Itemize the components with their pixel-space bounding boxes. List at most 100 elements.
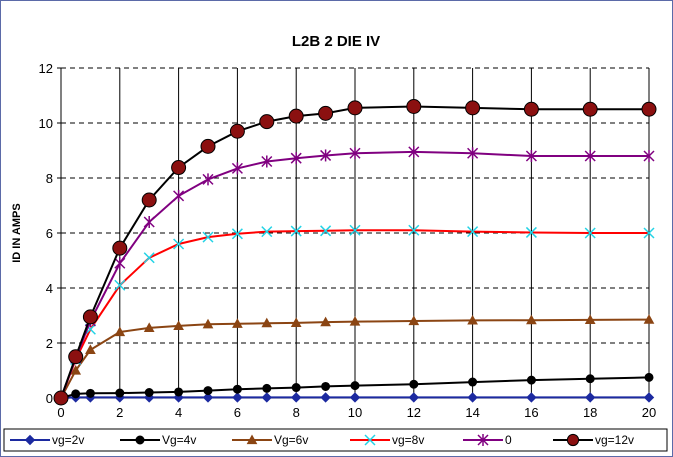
data-point: [173, 320, 184, 331]
legend-label: Vg=6v: [274, 433, 308, 447]
series-5: [55, 145, 655, 404]
data-point: [143, 252, 155, 264]
data-point: [114, 279, 126, 291]
y-tick-label: 10: [39, 116, 53, 131]
x-tick-label: 20: [642, 405, 656, 420]
data-point: [406, 99, 422, 114]
data-point: [171, 160, 187, 176]
data-point: [232, 392, 243, 403]
data-point: [584, 227, 596, 239]
x-tick-label: 18: [583, 405, 597, 420]
data-point: [364, 434, 376, 446]
legend-item: 0: [463, 433, 512, 447]
legend-label: vg=2v: [52, 433, 84, 447]
data-point: [229, 123, 245, 139]
legend-label: vg=8v: [392, 433, 424, 447]
data-point: [290, 392, 302, 403]
data-point: [115, 388, 125, 398]
data-point: [408, 315, 420, 326]
marker-stroke: [349, 224, 361, 236]
data-point: [321, 381, 331, 391]
data-point: [349, 392, 361, 403]
chart-title: L2B 2 DIE IV: [292, 33, 380, 50]
x-tick-label: 8: [293, 405, 300, 420]
data-point: [173, 238, 185, 250]
data-point: [70, 364, 82, 375]
legend-item: Vg=4v: [120, 433, 196, 447]
data-point: [318, 105, 334, 121]
data-point: [641, 101, 657, 117]
data-point: [85, 388, 95, 398]
data-point: [246, 434, 258, 445]
data-point: [320, 392, 331, 403]
x-tick-label: 6: [234, 405, 241, 420]
x-tick-label: 0: [57, 405, 64, 420]
marker-stroke: [202, 231, 214, 243]
x-tick-label: 14: [465, 405, 479, 420]
data-point: [202, 231, 214, 243]
data-point: [467, 226, 479, 238]
data-point: [526, 375, 536, 385]
y-tick-label: 4: [46, 281, 53, 296]
data-point: [477, 434, 489, 446]
data-point: [112, 240, 128, 256]
data-point: [262, 383, 272, 393]
data-point: [261, 317, 273, 328]
data-point: [141, 192, 157, 208]
data-point: [584, 392, 596, 403]
data-point: [85, 344, 96, 354]
marker-stroke: [643, 227, 655, 239]
legend-item: vg=8v: [350, 433, 424, 447]
data-point: [143, 216, 155, 228]
data-point: [232, 384, 242, 394]
legend-box: [3, 428, 668, 452]
data-point: [320, 316, 331, 327]
data-point: [320, 225, 332, 237]
data-point: [467, 314, 478, 325]
data-point: [261, 155, 273, 168]
data-point: [526, 392, 537, 403]
legend-label: 0: [505, 433, 512, 447]
data-point: [71, 389, 81, 399]
legend-label: Vg=4v: [162, 433, 196, 447]
data-point: [53, 390, 69, 406]
data-point: [643, 227, 655, 239]
data-point: [144, 388, 154, 397]
data-point: [643, 392, 655, 403]
data-point: [349, 147, 361, 160]
marker-stroke: [408, 224, 420, 236]
data-point: [82, 309, 98, 325]
y-tick-label: 0: [46, 391, 53, 406]
data-point: [288, 108, 304, 124]
data-point: [114, 257, 126, 270]
data-point: [585, 374, 595, 384]
axes: 0 2 4 6 8 10 12 0 2 4 6 8 10 12 14 16 18 20: [39, 61, 657, 420]
data-point: [468, 377, 478, 387]
data-point: [203, 386, 213, 396]
data-point: [409, 379, 419, 389]
marker-stroke: [114, 279, 126, 291]
data-point: [291, 383, 301, 393]
series-2: [56, 372, 654, 403]
y-tick-label: 6: [46, 226, 53, 241]
data-point: [566, 433, 580, 447]
data-point: [349, 224, 361, 236]
data-point: [350, 381, 360, 391]
data-point: [290, 317, 302, 328]
data-point: [408, 145, 420, 158]
data-point: [174, 387, 184, 397]
series-6: [53, 99, 657, 406]
data-point: [523, 101, 539, 117]
marker-stroke: [231, 228, 243, 240]
marker-stroke: [173, 238, 185, 250]
data-point: [143, 322, 155, 332]
data-point: [232, 318, 243, 328]
legend-item: vg=2v: [10, 433, 84, 447]
data-point: [525, 150, 537, 162]
data-point: [290, 225, 302, 237]
marker-stroke: [467, 226, 479, 238]
x-tick-label: 10: [348, 405, 362, 420]
marker-stroke: [364, 434, 376, 446]
data-point: [525, 226, 537, 238]
